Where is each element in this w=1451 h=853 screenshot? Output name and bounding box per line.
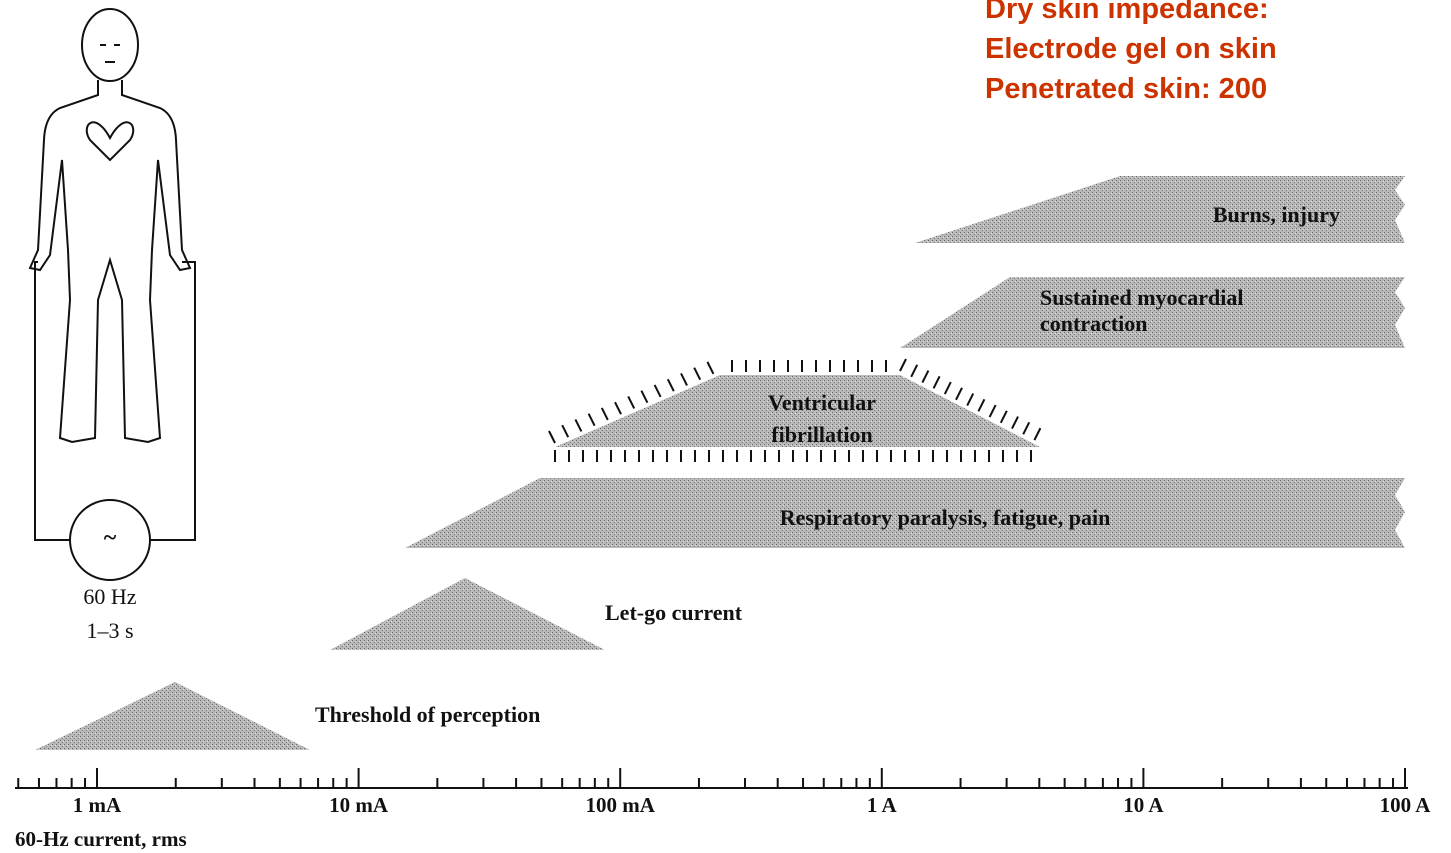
effect-label: Threshold of perception [315,702,540,727]
hatch [707,362,713,374]
hatch [628,396,634,408]
effect-label: Respiratory paralysis, fatigue, pain [780,505,1111,530]
axis-ticks [18,768,1405,788]
annotation: Penetrated skin: 200 [985,73,1267,105]
hatch [615,402,621,414]
hatch [1023,422,1029,434]
duration: 1–3 s [86,618,133,643]
axis-tick-labels: 1 mA 10 mA 100 mA 1 A 10 A 100 A [73,793,1431,817]
hatch [549,431,555,443]
annotation: Electrode gel on skin [985,33,1277,65]
hatch [1012,417,1018,429]
source-symbol: ~ [104,525,117,551]
hatch [694,368,700,380]
tick-label: 10 mA [329,793,389,817]
hatch [1034,428,1040,440]
hatch [1001,411,1007,423]
effect-label: Let-go current [605,600,743,625]
annotation: Dry skin impedance: [985,0,1269,25]
hatch [681,373,687,385]
axis-label: 60-Hz current, rms [15,827,187,851]
hatch [562,425,568,437]
hatch [911,365,917,377]
human-figure [30,9,190,442]
hatch [655,385,661,397]
tick-label: 100 A [1380,793,1432,817]
tick-label: 1 mA [73,793,122,817]
hatch [668,379,674,391]
tick-label: 100 mA [585,793,655,817]
effect-label: Ventricular [768,390,876,415]
hatch [990,405,996,417]
hatch [967,394,973,406]
effect-label: contraction [1040,311,1148,336]
page: {"annotations": ["Dry skin impedance:", … [0,0,1451,853]
hatch [602,408,608,420]
hatch [922,371,928,383]
tick-label: 1 A [867,793,898,817]
hatch [934,376,940,388]
hatch [945,382,951,394]
effect-label: fibrillation [771,422,872,447]
hatch [575,419,581,431]
frequency: 60 Hz [83,584,136,609]
hatch [641,391,647,403]
region [35,682,310,750]
hatch [978,399,984,411]
diagram: Dry skin impedance: Electrode gel on ski… [0,0,1451,853]
effect-label: Sustained myocardial [1040,285,1244,310]
hatch [900,359,906,371]
region [330,578,605,650]
effect-label: Burns, injury [1213,202,1340,227]
hatch [589,414,595,426]
hatch [956,388,962,400]
tick-label: 10 A [1123,793,1164,817]
